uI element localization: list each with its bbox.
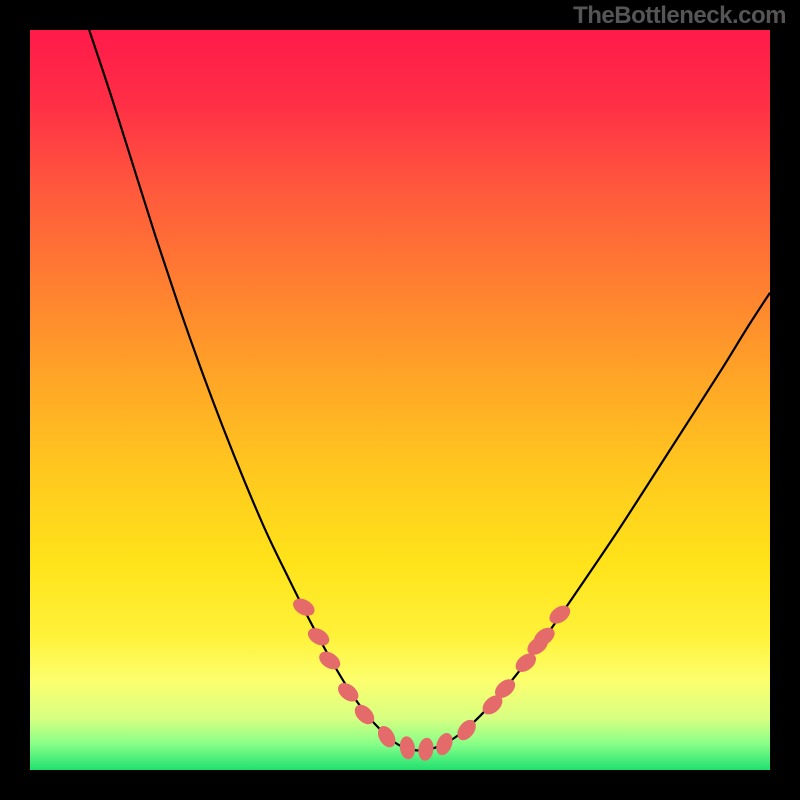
chart-plot-area [30,30,770,770]
attribution-text: TheBottleneck.com [573,2,786,30]
chart-background-gradient [30,30,770,770]
bottleneck-curve-chart [30,30,770,770]
